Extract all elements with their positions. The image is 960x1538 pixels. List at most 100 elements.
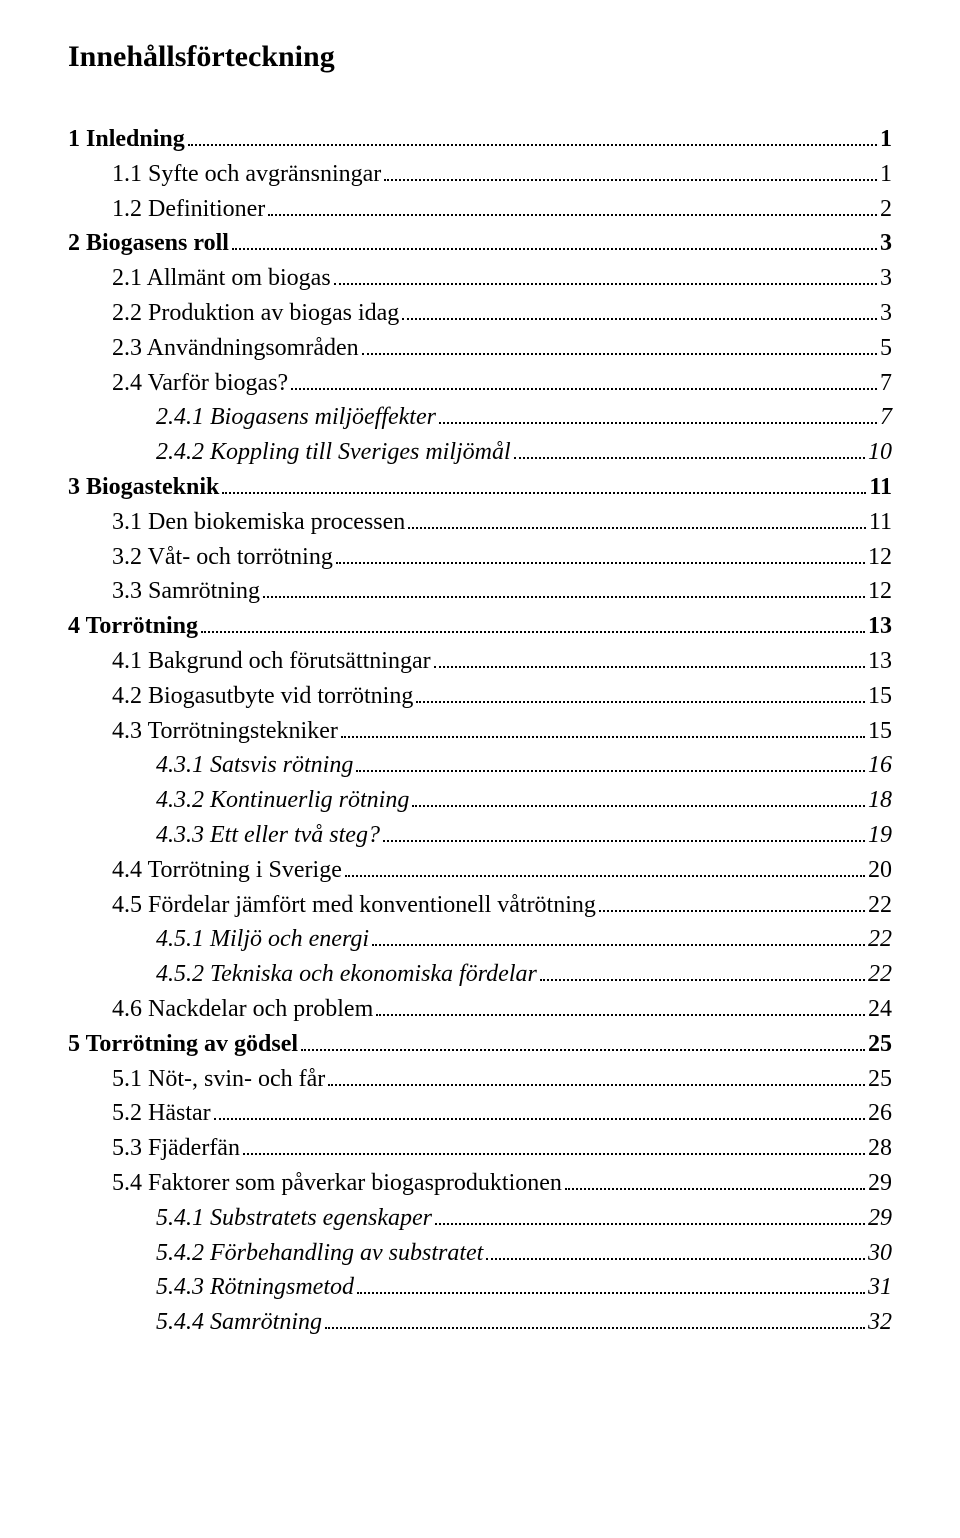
toc-leader xyxy=(243,1140,865,1155)
toc-entry-page: 25 xyxy=(868,1062,892,1097)
toc-entry: 2.1 Allmänt om biogas 3 xyxy=(68,261,892,296)
toc-entry-label: 2.4.2 Koppling till Sveriges miljömål xyxy=(156,435,511,470)
toc-entry-page: 3 xyxy=(880,296,892,331)
toc-leader xyxy=(540,966,865,981)
toc-entry: 2.4.2 Koppling till Sveriges miljömål 10 xyxy=(68,435,892,470)
toc-entry-label: 2 Biogasens roll xyxy=(68,226,229,261)
toc-entry-page: 18 xyxy=(868,783,892,818)
toc-leader xyxy=(565,1175,865,1190)
toc-leader xyxy=(412,792,865,807)
toc-leader xyxy=(372,931,865,946)
toc-entry-page: 22 xyxy=(868,957,892,992)
toc-entry-label: 1.2 Definitioner xyxy=(112,192,265,227)
toc-leader xyxy=(232,235,877,250)
toc-entry: 4.3.1 Satsvis rötning 16 xyxy=(68,748,892,783)
toc-entry-page: 15 xyxy=(868,714,892,749)
toc-leader xyxy=(263,583,865,598)
toc-entry-label: 5.2 Hästar xyxy=(112,1096,211,1131)
toc-entry: 2 Biogasens roll 3 xyxy=(68,226,892,261)
toc-entry: 4.3.3 Ett eller två steg? 19 xyxy=(68,818,892,853)
toc-leader xyxy=(291,374,877,389)
toc-entry: 3.1 Den biokemiska processen 11 xyxy=(68,505,892,540)
toc-entry-label: 2.3 Användningsområden xyxy=(112,331,359,366)
toc-entry-label: 5.4.4 Samrötning xyxy=(156,1305,322,1340)
toc-entry-page: 5 xyxy=(880,331,892,366)
toc-entry-page: 22 xyxy=(868,922,892,957)
toc-entry: 4.1 Bakgrund och förutsättningar 13 xyxy=(68,644,892,679)
toc-entry: 5.4.2 Förbehandling av substratet30 xyxy=(68,1236,892,1271)
toc-entry: 5.4.4 Samrötning 32 xyxy=(68,1305,892,1340)
toc-entry-label: 4.3 Torrötningstekniker xyxy=(112,714,338,749)
toc-entry-label: 5 Torrötning av gödsel xyxy=(68,1027,298,1062)
toc-entry-label: 4.3.1 Satsvis rötning xyxy=(156,748,353,783)
toc-entry-page: 3 xyxy=(880,226,892,261)
toc-entry: 4.6 Nackdelar och problem24 xyxy=(68,992,892,1027)
toc-entry-page: 15 xyxy=(868,679,892,714)
toc-entry-page: 13 xyxy=(868,644,892,679)
toc-entry: 5.2 Hästar 26 xyxy=(68,1096,892,1131)
toc-entry: 4.3.2 Kontinuerlig rötning 18 xyxy=(68,783,892,818)
toc-entry-label: 2.4.1 Biogasens miljöeffekter xyxy=(156,400,436,435)
toc-entry-page: 31 xyxy=(868,1270,892,1305)
toc-leader xyxy=(336,548,865,563)
toc-entry: 1.1 Syfte och avgränsningar1 xyxy=(68,157,892,192)
toc-entry: 3.2 Våt- och torrötning12 xyxy=(68,540,892,575)
toc-leader xyxy=(416,688,865,703)
toc-leader xyxy=(188,131,877,146)
toc-leader xyxy=(362,340,877,355)
toc-leader xyxy=(434,653,865,668)
toc-entry-label: 3.1 Den biokemiska processen xyxy=(112,505,405,540)
toc-leader xyxy=(383,827,865,842)
toc-entry-page: 7 xyxy=(880,366,892,401)
toc-entry: 2.2 Produktion av biogas idag 3 xyxy=(68,296,892,331)
toc-entry-label: 4.5.2 Tekniska och ekonomiska fördelar xyxy=(156,957,537,992)
toc-title: Innehållsförteckning xyxy=(68,40,892,74)
toc-entry-label: 5.4.2 Förbehandling av substratet xyxy=(156,1236,483,1271)
toc-entry-label: 2.1 Allmänt om biogas xyxy=(112,261,331,296)
toc-entry-label: 4.3.3 Ett eller två steg? xyxy=(156,818,380,853)
toc-entry-label: 4.4 Torrötning i Sverige xyxy=(112,853,342,888)
toc-entry-page: 1 xyxy=(880,122,892,157)
toc-leader xyxy=(334,270,877,285)
toc-entry-page: 12 xyxy=(868,574,892,609)
toc-leader xyxy=(268,200,877,215)
toc-leader xyxy=(435,1210,865,1225)
toc-entry-label: 5.4 Faktorer som påverkar biogasprodukti… xyxy=(112,1166,562,1201)
toc-leader xyxy=(514,444,865,459)
toc-entry: 5.1 Nöt-, svin- och får 25 xyxy=(68,1062,892,1097)
toc-entry-page: 11 xyxy=(869,505,892,540)
toc-entry-page: 28 xyxy=(868,1131,892,1166)
toc-entry: 4.3 Torrötningstekniker 15 xyxy=(68,714,892,749)
toc-leader xyxy=(356,757,865,772)
toc-entry-label: 2.4 Varför biogas? xyxy=(112,366,288,401)
toc-entry-page: 3 xyxy=(880,261,892,296)
toc-entry-page: 29 xyxy=(868,1201,892,1236)
toc-entry: 2.4 Varför biogas? 7 xyxy=(68,366,892,401)
toc-entry: 4.5.2 Tekniska och ekonomiska fördelar 22 xyxy=(68,957,892,992)
toc-leader xyxy=(328,1070,865,1085)
toc-entry-page: 19 xyxy=(868,818,892,853)
toc-entry-page: 32 xyxy=(868,1305,892,1340)
toc-entry-label: 5.1 Nöt-, svin- och får xyxy=(112,1062,325,1097)
toc-entry-page: 20 xyxy=(868,853,892,888)
toc-entry-page: 12 xyxy=(868,540,892,575)
toc-container: 1 Inledning11.1 Syfte och avgränsningar1… xyxy=(68,122,892,1340)
toc-entry-label: 4.3.2 Kontinuerlig rötning xyxy=(156,783,409,818)
toc-leader xyxy=(341,722,865,737)
toc-entry-label: 4.1 Bakgrund och förutsättningar xyxy=(112,644,431,679)
toc-entry: 3.3 Samrötning12 xyxy=(68,574,892,609)
toc-entry-page: 13 xyxy=(868,609,892,644)
toc-entry: 5.4.3 Rötningsmetod31 xyxy=(68,1270,892,1305)
toc-entry: 5.4 Faktorer som påverkar biogasprodukti… xyxy=(68,1166,892,1201)
toc-leader xyxy=(384,166,877,181)
toc-entry-page: 26 xyxy=(868,1096,892,1131)
toc-entry-page: 11 xyxy=(869,470,892,505)
toc-entry-page: 25 xyxy=(868,1027,892,1062)
toc-leader xyxy=(486,1244,865,1259)
toc-entry-page: 16 xyxy=(868,748,892,783)
toc-entry-page: 10 xyxy=(868,435,892,470)
toc-leader xyxy=(325,1314,865,1329)
toc-entry-page: 2 xyxy=(880,192,892,227)
toc-entry-page: 1 xyxy=(880,157,892,192)
toc-entry-label: 2.2 Produktion av biogas idag xyxy=(112,296,399,331)
